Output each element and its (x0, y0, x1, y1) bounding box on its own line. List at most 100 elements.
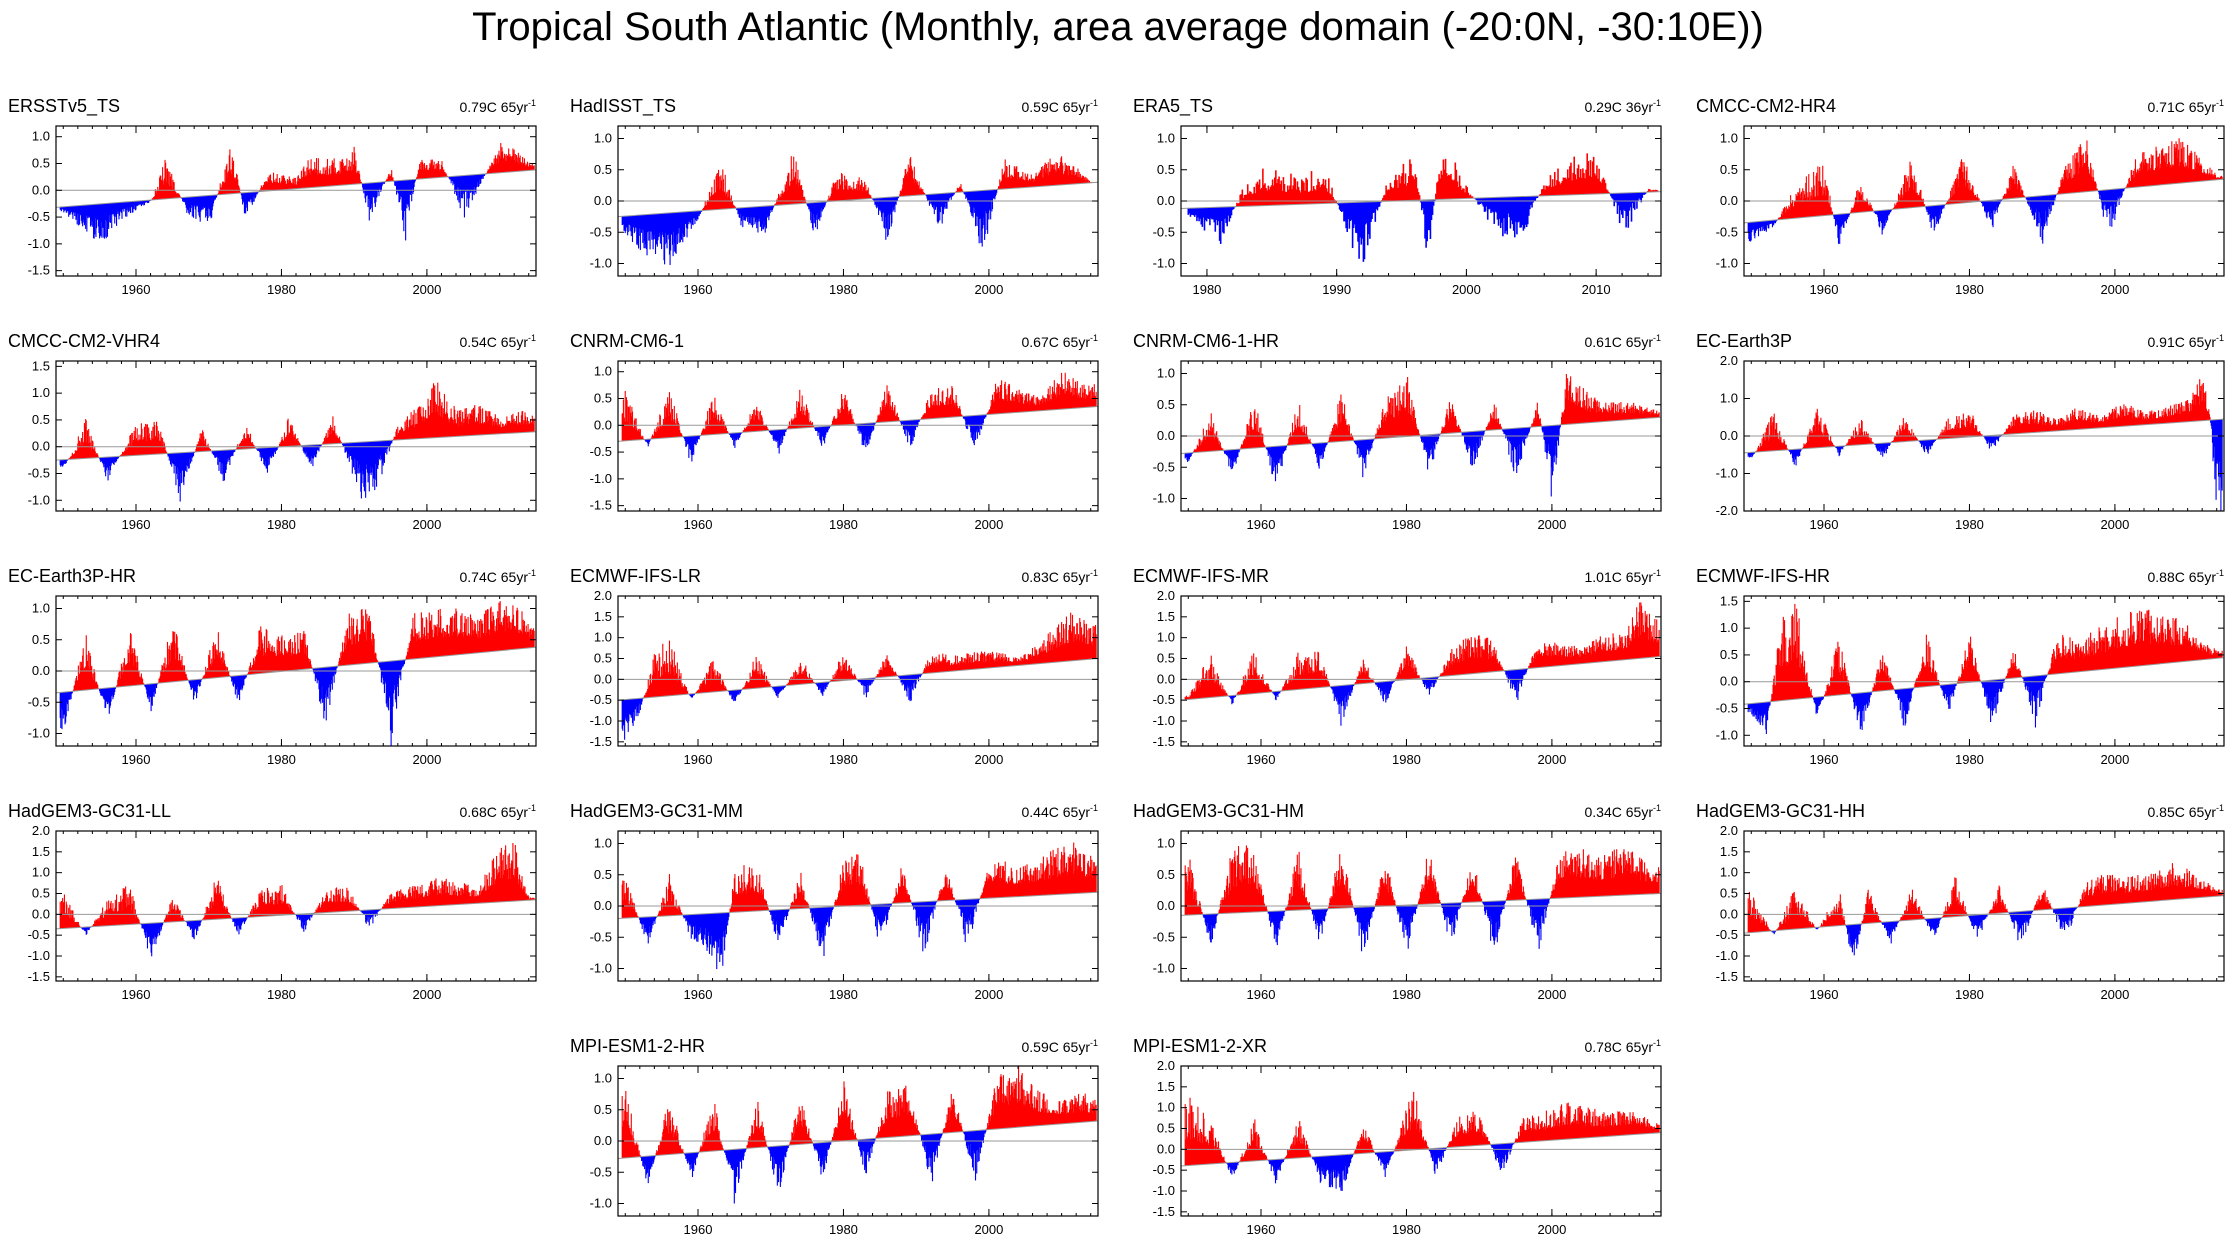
anomaly-bar (2016, 184, 2018, 199)
anomaly-bar (1312, 186, 1315, 204)
anomaly-bar (307, 160, 309, 188)
anomaly-bar (92, 441, 94, 458)
anomaly-bar (1025, 180, 1027, 188)
anomaly-bar (286, 183, 288, 190)
anomaly-bar (178, 193, 180, 198)
anomaly-bar (134, 436, 136, 456)
anomaly-bar (1046, 401, 1048, 411)
anomaly-bar (518, 424, 520, 433)
anomaly-bar (1585, 169, 1587, 195)
anomaly-bar (689, 211, 691, 223)
anomaly-bar (849, 185, 851, 201)
anomaly-bar (159, 175, 161, 200)
anomaly-bar (1985, 200, 1987, 212)
anomaly-bar (1947, 201, 1949, 205)
anomaly-bar (1085, 398, 1087, 408)
anomaly-bar (1586, 153, 1588, 195)
anomaly-bar (676, 418, 678, 438)
y-tick-label: 1.0 (32, 129, 50, 144)
anomaly-bar (314, 444, 316, 455)
anomaly-bar (136, 428, 138, 456)
anomaly-bar (709, 198, 711, 211)
anomaly-bar (945, 396, 947, 418)
anomaly-bar (1061, 372, 1063, 410)
anomaly-bar (893, 196, 895, 210)
anomaly-bar (901, 188, 903, 197)
anomaly-bar (319, 444, 321, 448)
anomaly-bar (1923, 203, 1925, 207)
anomaly-bar (797, 169, 799, 204)
anomaly-bar (513, 418, 515, 434)
anomaly-bar (2107, 189, 2109, 209)
anomaly-bar (842, 409, 844, 426)
anomaly-bar (928, 408, 930, 419)
anomaly-bar (1828, 202, 1830, 216)
anomaly-bar (457, 176, 459, 188)
anomaly-bar (968, 191, 970, 200)
anomaly-bar (1307, 191, 1310, 205)
anomaly-bar (696, 211, 698, 222)
anomaly-bar (2091, 180, 2093, 192)
anomaly-bar (1230, 206, 1233, 216)
anomaly-bar (1335, 201, 1338, 204)
anomaly-bar (1006, 166, 1008, 189)
anomaly-bar (492, 421, 495, 435)
anomaly-bar (880, 415, 882, 423)
anomaly-bar (350, 161, 352, 185)
anomaly-bar (865, 184, 867, 199)
anomaly-bar (220, 188, 222, 195)
anomaly-bar (2214, 172, 2216, 181)
anomaly-bar (510, 422, 512, 434)
anomaly-bar (1231, 206, 1234, 210)
anomaly-bar (859, 184, 861, 200)
anomaly-bar (747, 424, 749, 432)
anomaly-bar (237, 185, 239, 194)
anomaly-bar (391, 440, 393, 444)
anomaly-bar (654, 428, 656, 439)
anomaly-bar (1291, 189, 1293, 205)
anomaly-bar (951, 386, 953, 418)
anomaly-bar (279, 177, 281, 190)
anomaly-bar (477, 413, 479, 436)
anomaly-bar (862, 187, 864, 200)
anomaly-bar (1053, 380, 1055, 410)
anomaly-bar (1094, 396, 1097, 407)
anomaly-bar (1039, 170, 1041, 187)
anomaly-bar (214, 450, 216, 458)
anomaly-bar (1934, 205, 1936, 228)
anomaly-bar (1443, 169, 1446, 200)
anomaly-bar (986, 413, 988, 415)
anomaly-bar (520, 162, 522, 172)
anomaly-bar (738, 432, 740, 440)
anomaly-bar (1987, 200, 1989, 212)
anomaly-bar (183, 452, 185, 477)
anomaly-bar (1574, 174, 1577, 195)
anomaly-bar (899, 194, 901, 197)
anomaly-bar (890, 405, 892, 422)
anomaly-bar (409, 419, 411, 440)
anomaly-bar (1526, 196, 1529, 225)
anomaly-bar (671, 409, 674, 438)
anomaly-bar (457, 176, 459, 201)
anomaly-bar (885, 197, 887, 229)
anomaly-bar (317, 169, 319, 188)
anomaly-bar (466, 416, 469, 436)
anomaly-bar (420, 169, 422, 179)
anomaly-bar (1372, 201, 1374, 214)
anomaly-bar (1600, 182, 1603, 194)
anomaly-bar (1445, 173, 1448, 200)
anomaly-bar (879, 197, 881, 211)
anomaly-bar (1015, 394, 1017, 413)
anomaly-bar (2171, 141, 2173, 184)
anomaly-bar (372, 441, 374, 487)
anomaly-bar (1808, 174, 1810, 218)
anomaly-bar (629, 405, 631, 441)
anomaly-bar (128, 445, 130, 456)
anomaly-bar (1093, 384, 1095, 407)
anomaly-bar (939, 400, 941, 419)
anomaly-bar (624, 417, 626, 441)
anomaly-bar (315, 444, 317, 458)
anomaly-bar (351, 170, 353, 185)
anomaly-bar (352, 442, 355, 468)
anomaly-bar (1361, 202, 1364, 239)
